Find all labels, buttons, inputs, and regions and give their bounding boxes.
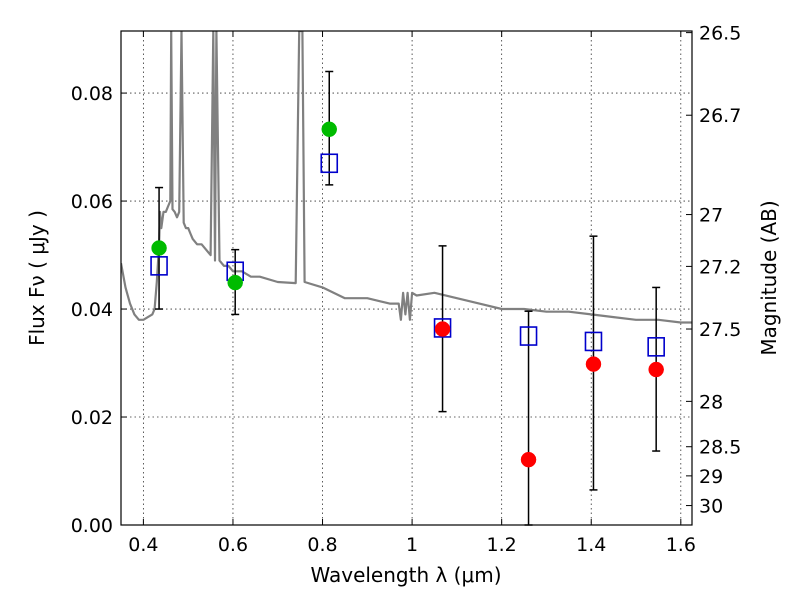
y2-tick-label: 29: [699, 466, 723, 488]
x-tick-label: 1.2: [487, 534, 517, 556]
y2-tick-label: 27: [699, 205, 723, 227]
x-tick-label: 1.4: [576, 534, 606, 556]
y2-tick-label: 27.5: [699, 319, 741, 341]
y-axis-title: Flux Fν ( μJy ): [25, 210, 49, 346]
y2-tick-label: 27.2: [699, 256, 741, 278]
y2-tick-label: 26.7: [699, 105, 741, 127]
y2-tick-label: 28: [699, 391, 723, 413]
x-tick-label: 1: [406, 534, 418, 556]
y-tick-label: 0.04: [71, 299, 113, 321]
model-square-marker: [320, 153, 339, 174]
non-detection-point: [585, 356, 602, 372]
y2-tick-label: 26.5: [699, 23, 741, 45]
plot-area: [121, 31, 692, 525]
y-tick-label: 0.08: [71, 83, 113, 105]
ticks-layer: 0.4 0.6 0.8 1 1.2 1.4 1.6 0.00 0.02 0.04 0.06 0.08 2…: [71, 23, 742, 556]
x-tick-label: 0.6: [218, 534, 248, 556]
x-tick-label: 0.4: [128, 534, 158, 556]
y-tick-label: 0.06: [71, 191, 113, 213]
y2-tick-label: 30: [699, 496, 723, 518]
model-square-marker: [519, 326, 538, 346]
marker-layer: [150, 121, 665, 468]
y2-axis-title: Magnitude (AB): [757, 200, 781, 355]
y2-tick-label: 28.5: [699, 437, 741, 459]
x-axis-title: Wavelength λ (μm): [310, 563, 501, 587]
x-tick-label: 0.8: [307, 534, 337, 556]
y-tick-label: 0.02: [71, 407, 113, 429]
spectrum-layer: [121, 31, 692, 324]
model-square-marker: [647, 337, 665, 357]
y-tick-label: 0.00: [71, 515, 113, 537]
model-square-marker: [433, 318, 452, 338]
model-square-marker: [584, 331, 603, 352]
detection-point: [321, 121, 337, 138]
model-square-marker: [150, 256, 168, 276]
detection-point: [227, 274, 243, 291]
detection-point: [151, 240, 167, 256]
plot-frame: [120, 30, 693, 526]
model-spectrum-line: [121, 31, 692, 324]
non-detection-point: [648, 361, 664, 378]
non-detection-point: [520, 451, 537, 468]
non-detection-point: [434, 321, 451, 337]
x-tick-label: 1.6: [666, 534, 696, 556]
